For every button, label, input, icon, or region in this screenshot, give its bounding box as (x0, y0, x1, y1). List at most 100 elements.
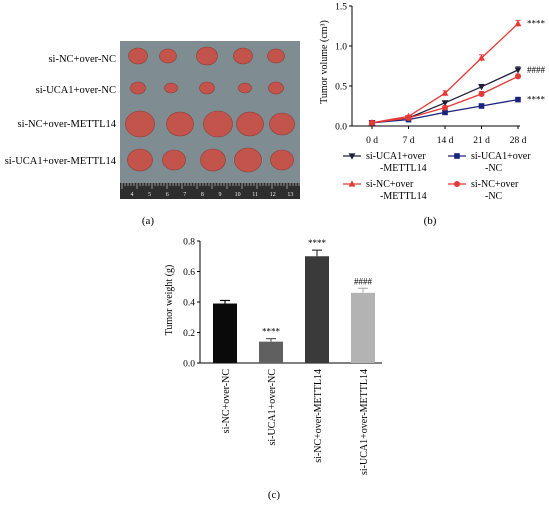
bar-chart-bars: si-NC+over-NC **** si-UCA1+over-NC **** si-N… (213, 238, 375, 475)
tumor-row1 (233, 47, 253, 65)
bar-group-4: #### si-UCA1+over-METTL14 (351, 276, 375, 475)
data-point (348, 153, 356, 160)
category-label: si-UCA1+over-NC (267, 369, 278, 446)
tumor-row3 (125, 110, 155, 138)
tumor-weight-chart: Tumor weight (g) 0.0 0.2 0.4 0.6 0.8 si-NC+o… (164, 238, 382, 501)
ruler-number: 5 (148, 192, 151, 198)
row-label-3: si-NC+over-METTL14 (18, 119, 117, 130)
y-tick-label: 0.0 (183, 360, 195, 370)
data-point (348, 180, 356, 187)
bar (213, 303, 237, 363)
tumor-row4 (127, 148, 153, 172)
ruler-number: 10 (235, 192, 241, 198)
bar-chart-ylabel: Tumor weight (g) (164, 265, 175, 336)
tumor-specimens (125, 46, 295, 173)
y-tick-label: 0.6 (183, 268, 195, 278)
tumor-row2 (238, 82, 252, 94)
ruler-number: 11 (252, 192, 258, 198)
panel-b-label: (b) (424, 215, 437, 227)
legend-label-line: -NC (485, 163, 503, 174)
tumor-row2 (164, 82, 178, 94)
ruler-number: 8 (201, 192, 204, 198)
ruler-number: 6 (166, 192, 169, 198)
series-1 (368, 66, 522, 127)
ruler (120, 183, 300, 199)
data-point (514, 20, 522, 27)
panel-a-label: (a) (142, 215, 155, 227)
bar-group-2: **** si-UCA1+over-NC (259, 327, 283, 446)
ruler-number: 9 (219, 192, 222, 198)
legend-label: si-UCA1+over -METTL14 (366, 151, 427, 174)
panel-c-label: (c) (268, 489, 281, 501)
ruler-ticks (121, 183, 300, 189)
line-chart-series (368, 19, 522, 127)
x-tick-label: 14 d (437, 136, 454, 146)
tumor-row1 (267, 48, 285, 64)
data-point (478, 103, 485, 109)
tumor-photo-panel: 4 5 6 7 8 9 10 11 12 13 si-NC+over-NC si-UCA1+ove… (5, 41, 300, 227)
significance-label: #### (527, 65, 546, 75)
bar-group-3: **** si-NC+over-METTL14 (305, 238, 329, 463)
row-label-1: si-NC+over-NC (48, 54, 116, 65)
line-chart-annotations: **** #### **** (527, 19, 546, 105)
y-tick-label: 0.0 (335, 123, 347, 133)
ruler-numbers: 4 5 6 7 8 9 10 11 12 13 (131, 192, 294, 198)
tumor-row1 (159, 48, 177, 64)
y-tick-label: 1.5 (335, 3, 347, 13)
tumor-row4 (162, 149, 186, 171)
data-point (442, 104, 448, 111)
data-point (454, 153, 460, 159)
data-point (441, 100, 449, 107)
legend-label: si-NC+over -METTL14 (366, 179, 427, 202)
series-4 (369, 73, 521, 126)
x-tick-label: 21 d (473, 136, 490, 146)
legend-label: si-UCA1+over -NC (471, 151, 531, 174)
x-tick-label: 7 d (403, 136, 415, 146)
tumor-row4 (270, 149, 294, 171)
x-tick-label: 28 d (510, 136, 527, 146)
tumor-row1 (128, 47, 148, 65)
legend-label-line: si-UCA1+over (366, 151, 426, 162)
line-chart-ylabel: Tumor volume (cm³) (319, 20, 330, 104)
tumor-row3 (236, 111, 264, 137)
legend-label-line: -NC (485, 191, 503, 202)
significance-label: **** (262, 327, 281, 337)
row-label-2: si-UCA1+over-NC (36, 85, 116, 96)
row-label-4: si-UCA1+over-METTL14 (5, 156, 117, 167)
ruler-number: 7 (183, 192, 186, 198)
y-tick-label: 0.2 (183, 329, 195, 339)
data-point (514, 67, 522, 74)
tumor-row2 (268, 81, 284, 95)
legend-label-line: -METTL14 (380, 191, 427, 202)
tumor-row3 (166, 111, 194, 137)
bar (259, 341, 283, 363)
data-point (515, 96, 521, 103)
category-label: si-NC+over-NC (221, 369, 232, 434)
data-point (442, 109, 448, 116)
legend-label-line: si-NC+over (366, 179, 414, 190)
significance-label: **** (527, 95, 546, 105)
legend-item-4: si-NC+over -NC (448, 179, 519, 202)
y-tick-label: 0.8 (183, 238, 195, 248)
data-point (478, 91, 485, 97)
legend-item-2: si-UCA1+over -NC (448, 151, 531, 174)
tumor-row4 (200, 148, 226, 172)
bar-group-1: si-NC+over-NC (213, 299, 237, 434)
ruler-number: 13 (287, 192, 293, 198)
tumor-row3 (269, 112, 295, 136)
ruler-number: 12 (270, 192, 276, 198)
tumor-row4 (234, 147, 262, 173)
y-tick-label: 0.4 (183, 299, 195, 309)
legend-label-line: si-NC+over (471, 179, 519, 190)
data-point (454, 181, 460, 187)
tumor-row1 (196, 46, 218, 66)
tumor-row2 (130, 81, 146, 95)
y-tick-label: 1.0 (335, 43, 347, 53)
significance-label: #### (354, 276, 373, 286)
data-point (478, 54, 485, 61)
legend-label-line: si-UCA1+over (471, 151, 531, 162)
category-label: si-NC+over-METTL14 (313, 369, 324, 463)
tumor-row3 (203, 110, 233, 138)
